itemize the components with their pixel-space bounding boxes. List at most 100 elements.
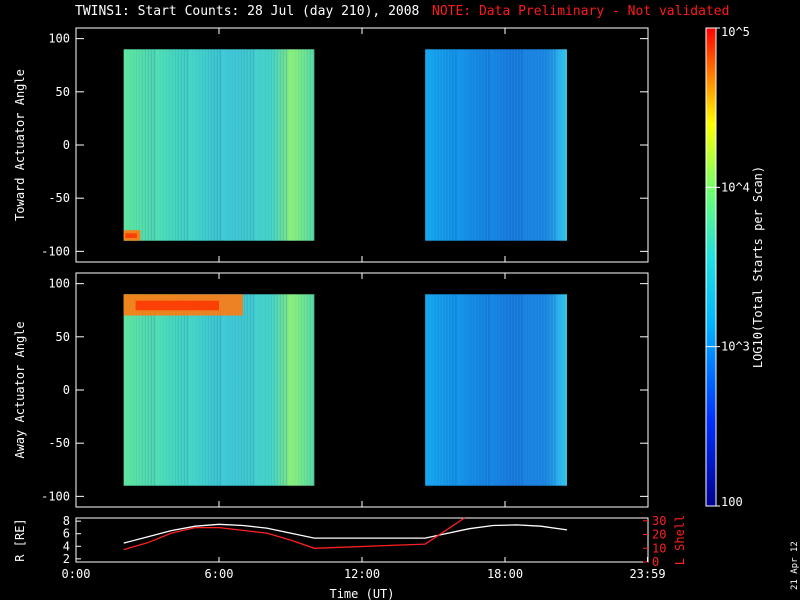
data-stripe — [297, 294, 300, 486]
data-stripe — [533, 294, 535, 486]
data-stripe — [210, 49, 213, 241]
data-stripe — [252, 49, 255, 241]
data-stripe — [428, 294, 430, 485]
data-stripe — [219, 49, 222, 241]
data-stripe — [264, 49, 267, 241]
r-line — [123, 523, 568, 544]
colorbar-tick-label: 10^4 — [721, 180, 750, 194]
data-stripe — [171, 294, 174, 486]
data-stripe — [485, 294, 487, 486]
data-stripe — [303, 294, 306, 486]
data-stripe — [309, 49, 312, 241]
data-stripe — [273, 49, 276, 241]
data-stripe — [295, 49, 297, 240]
data-stripe — [545, 49, 547, 241]
data-stripe — [160, 49, 162, 240]
colorbar-label: LOG10(Total Starts per Scan) — [751, 166, 765, 368]
x-axis-label: Time (UT) — [329, 587, 394, 600]
date-stamp: 21 Apr 12 — [790, 541, 800, 590]
data-stripe — [482, 294, 484, 486]
data-stripe — [530, 294, 532, 485]
y-tick-label: 100 — [48, 277, 70, 291]
data-stripe — [201, 294, 204, 486]
r-tick-label: 8 — [63, 514, 70, 528]
data-stripe — [240, 294, 243, 486]
data-stripe — [295, 294, 297, 485]
data-stripe — [219, 294, 222, 486]
data-stripe — [216, 294, 219, 486]
data-stripe — [127, 49, 128, 240]
lshell-tick-label: 20 — [652, 528, 666, 542]
data-stripe — [267, 294, 270, 486]
data-stripe — [440, 294, 442, 486]
data-stripe — [229, 294, 231, 485]
data-stripe — [515, 294, 517, 486]
data-stripe — [300, 49, 303, 241]
hot-core — [135, 300, 219, 311]
lshell-line — [123, 517, 465, 551]
data-stripe — [292, 294, 294, 485]
data-stripe — [246, 49, 249, 241]
data-stripe — [234, 49, 237, 241]
data-stripe — [177, 49, 180, 241]
data-stripe — [193, 49, 195, 240]
data-stripe — [554, 294, 556, 486]
data-stripe — [249, 49, 252, 241]
orbit-frame — [75, 517, 649, 563]
data-stripe — [503, 294, 505, 486]
r-tick-label: 2 — [63, 552, 70, 566]
data-stripe — [536, 294, 538, 486]
data-stripe — [259, 294, 261, 485]
data-stripe — [312, 49, 315, 241]
data-stripe — [479, 294, 481, 486]
data-stripe — [292, 49, 294, 240]
data-stripe — [165, 294, 168, 486]
data-stripe — [434, 294, 436, 486]
data-stripe — [303, 49, 306, 241]
lshell-tick-label: 30 — [652, 514, 666, 528]
data-stripe — [488, 49, 490, 241]
data-stripe — [551, 49, 553, 241]
data-stripe — [264, 294, 267, 486]
data-stripe — [171, 49, 174, 241]
data-stripe — [132, 49, 135, 241]
data-stripe — [452, 49, 454, 241]
data-stripe — [539, 49, 541, 241]
data-stripe — [141, 49, 144, 241]
y-tick-label: 100 — [48, 32, 70, 46]
data-stripe — [536, 49, 538, 241]
r-axis-label: R [RE] — [13, 518, 27, 561]
data-stripe — [130, 49, 132, 240]
data-stripe — [551, 294, 553, 486]
data-stripe — [127, 294, 128, 485]
data-stripe — [229, 49, 231, 240]
colorbar-tick-label: 10^3 — [721, 340, 750, 354]
data-stripe — [437, 294, 439, 486]
data-stripe — [163, 294, 165, 485]
data-stripe — [144, 49, 147, 241]
data-stripe — [548, 294, 550, 486]
data-stripe — [548, 49, 550, 241]
data-stripe — [464, 49, 466, 240]
data-stripe — [434, 49, 436, 241]
data-stripe — [512, 49, 514, 241]
y-tick-label: -50 — [48, 191, 70, 205]
data-stripe — [527, 294, 529, 485]
data-stripe — [521, 49, 523, 241]
data-stripe — [554, 49, 556, 241]
data-stripe — [437, 49, 439, 241]
data-stripe — [144, 294, 147, 486]
data-stripe — [165, 49, 168, 241]
data-stripe — [539, 294, 541, 486]
data-stripe — [273, 294, 276, 486]
colorbar-tick-label: 10^5 — [721, 25, 750, 39]
data-stripe — [443, 294, 445, 486]
data-stripe — [545, 294, 547, 486]
data-stripe — [560, 49, 562, 240]
data-stripe — [237, 294, 240, 486]
data-stripe — [563, 49, 565, 240]
data-stripe — [312, 294, 315, 486]
r-tick-label: 4 — [63, 539, 70, 553]
data-stripe — [204, 294, 207, 486]
